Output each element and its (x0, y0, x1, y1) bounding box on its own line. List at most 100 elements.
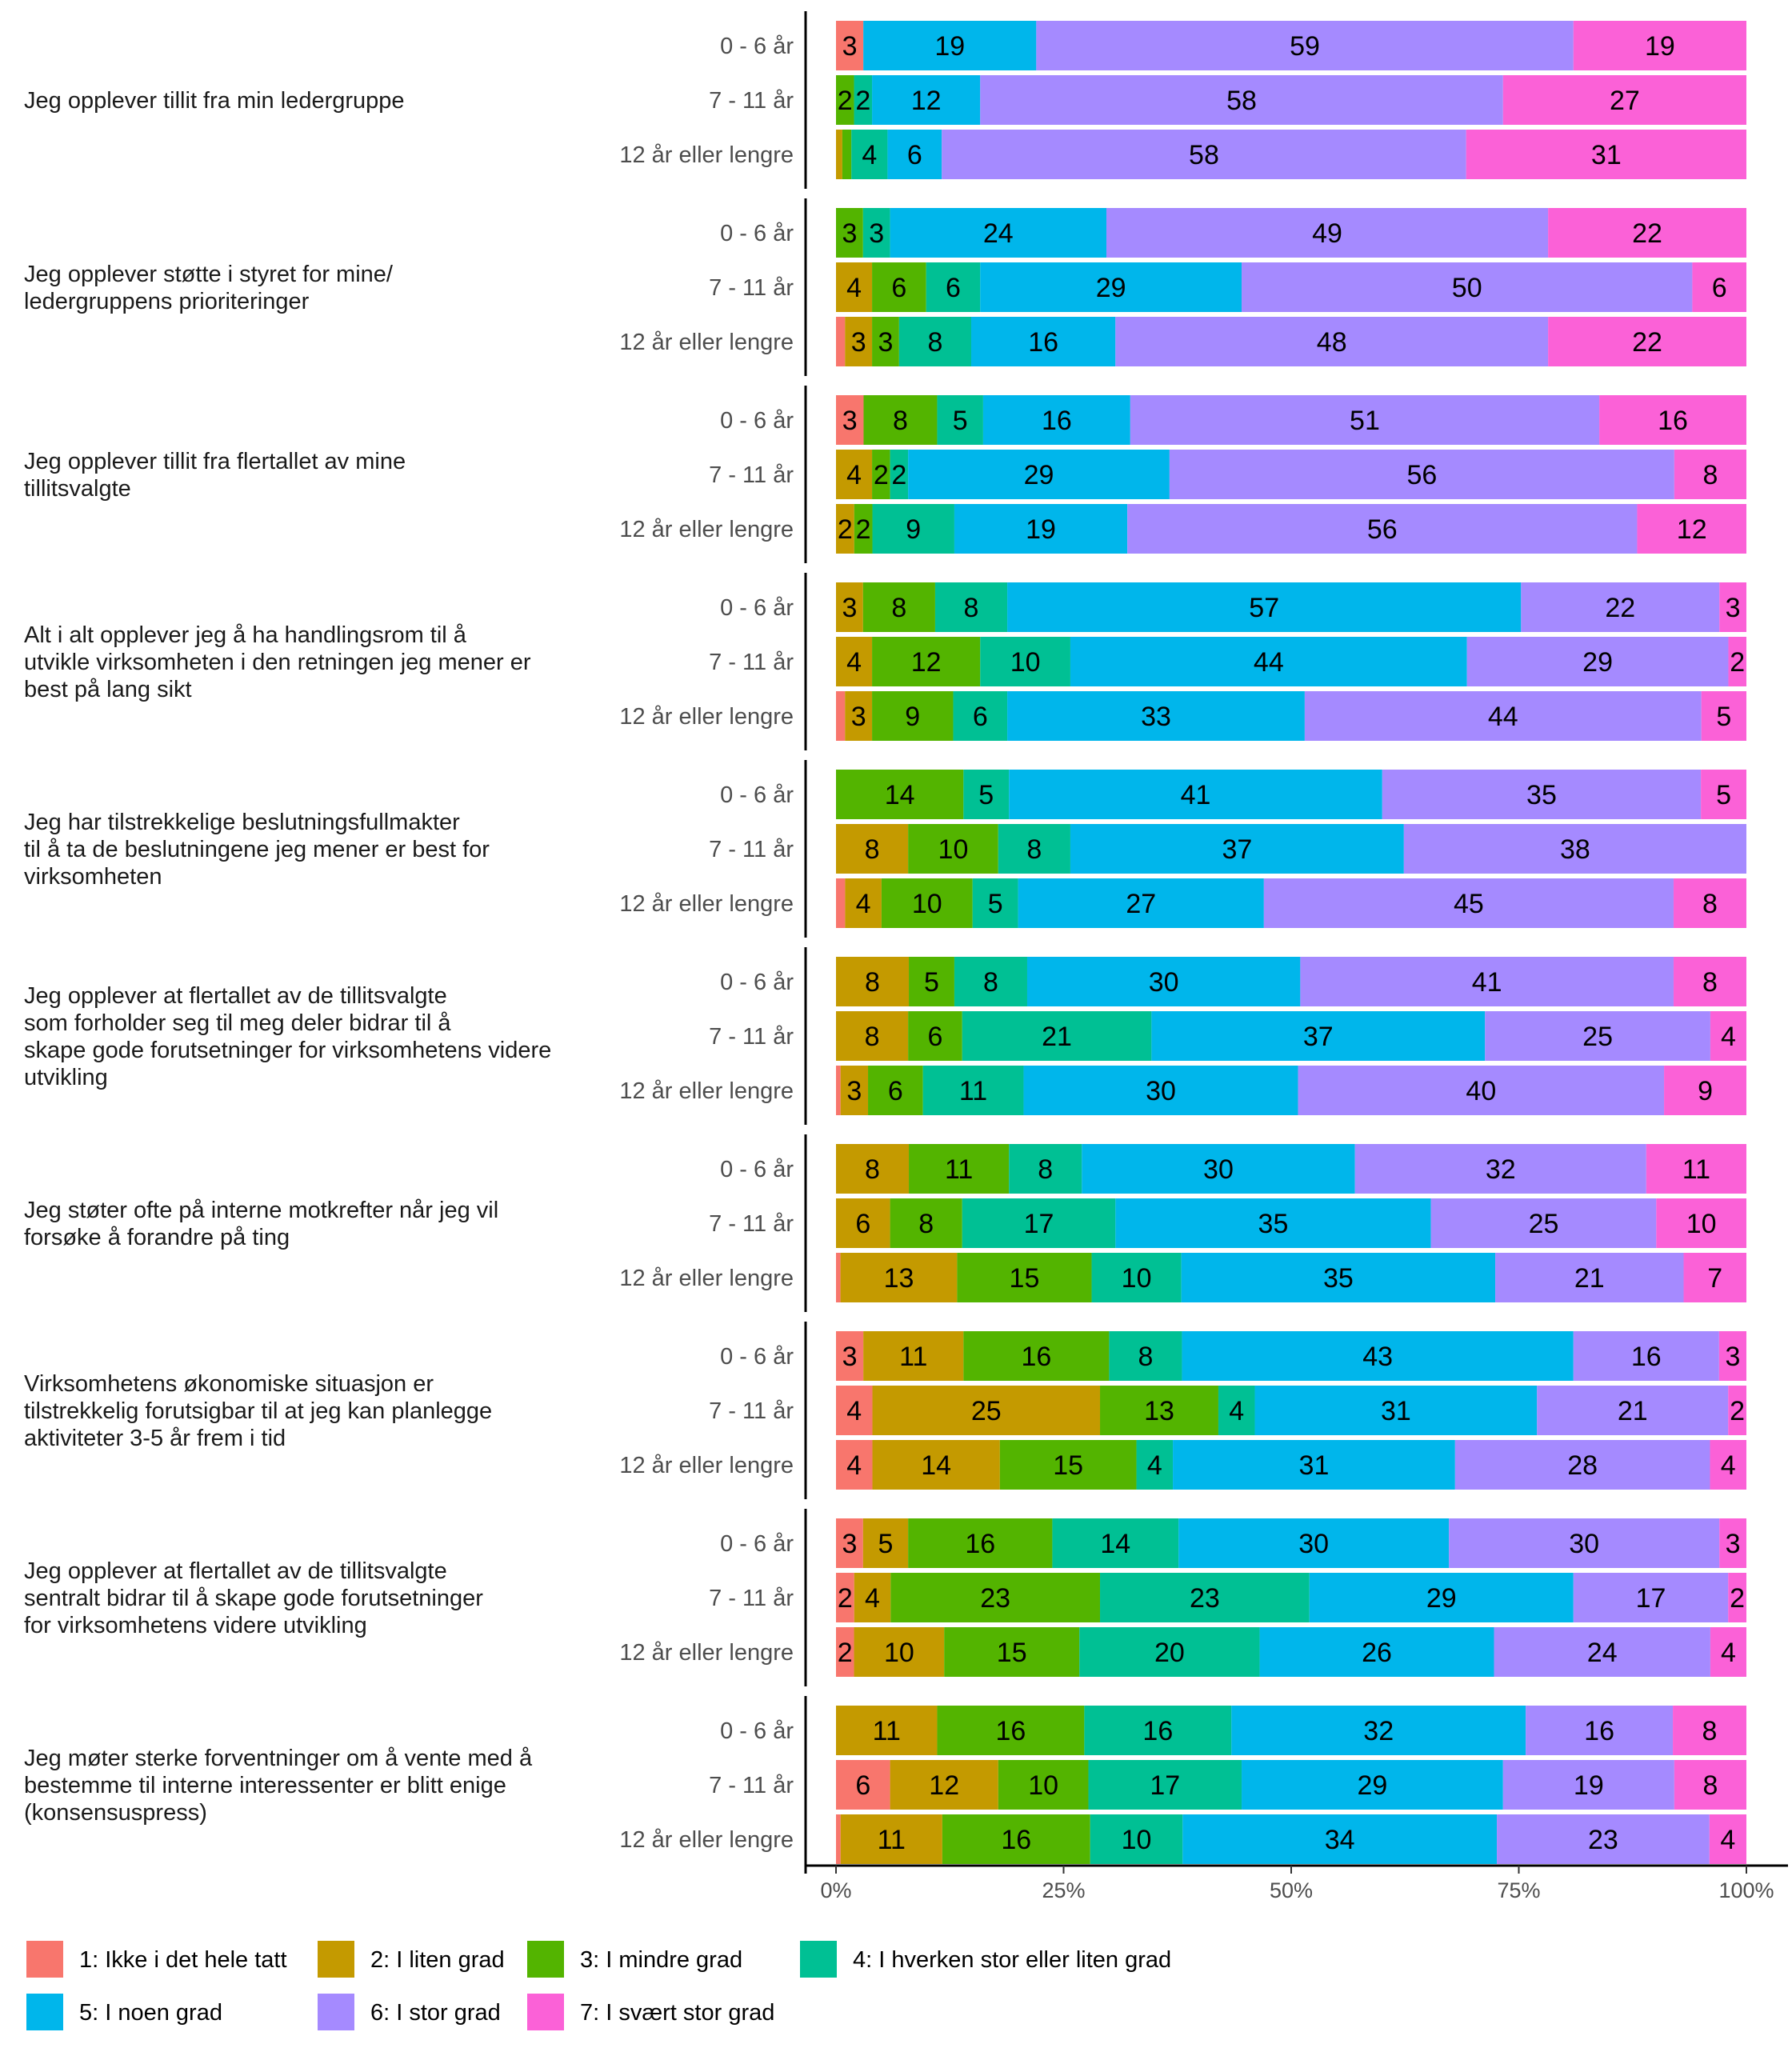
bar-segment-label: 5 (878, 1529, 894, 1559)
bar-segment (1106, 208, 1549, 258)
bar-segment (1710, 1627, 1746, 1677)
bar-segment (1718, 1331, 1746, 1381)
bar-segment (1526, 1706, 1674, 1755)
bar-segment (1300, 957, 1674, 1006)
bar-segment-label: 4 (1721, 1638, 1736, 1668)
group-tick-label: 12 år eller lengre (619, 1266, 794, 1291)
bar-segment-label: 4 (846, 1450, 862, 1481)
bar-segment-label: 3 (842, 593, 857, 623)
group-tick-label: 12 år eller lengre (619, 1078, 794, 1104)
legend-swatch (26, 1941, 63, 1978)
bar-segment-label: 3 (842, 218, 857, 249)
group-tick-label: 0 - 6 år (720, 408, 794, 434)
bar-segment-label: 7 (1707, 1263, 1722, 1294)
bar-segment-label: 9 (1698, 1076, 1713, 1106)
bar-segment-label: 32 (1486, 1154, 1516, 1185)
bar-segment-label: 28 (1567, 1450, 1598, 1481)
bar-segment (1494, 1627, 1710, 1677)
bar-segment (836, 75, 854, 125)
bar-segment (1088, 1760, 1242, 1810)
question-label: for virksomhetens videre utvikling (24, 1613, 367, 1638)
bar-segment (1309, 1573, 1574, 1622)
bar-segment-label: 4 (865, 1583, 880, 1614)
bar-segment-label: 25 (971, 1396, 1002, 1426)
bar-segment-label: 20 (1154, 1638, 1185, 1668)
group-tick-label: 12 år eller lengre (619, 1827, 794, 1853)
bar-segment (1354, 1144, 1646, 1194)
bar-segment-label: 3 (842, 406, 858, 436)
bar-segment (1091, 1253, 1182, 1302)
bar-segment (1728, 637, 1746, 686)
bar-segment (934, 582, 1008, 632)
bar-segment-label: 10 (1686, 1209, 1717, 1239)
bar-segment (1548, 208, 1746, 258)
bar-segment-label: 29 (1582, 647, 1613, 678)
group-tick-label: 12 år eller lengre (619, 704, 794, 730)
bar-segment (840, 1066, 869, 1115)
bar-segment-label: 2 (838, 86, 853, 116)
bar-segment (908, 450, 1170, 499)
group-tick-label: 12 år eller lengre (619, 517, 794, 542)
bar-segment (962, 1198, 1116, 1248)
bar-segment-label: 10 (1122, 1825, 1152, 1855)
bar-segment-label: 58 (1226, 86, 1257, 116)
bar-segment (836, 21, 864, 70)
bar-segment (836, 1198, 890, 1248)
bar-segment-label: 16 (995, 1716, 1026, 1746)
bar-segment-label: 37 (1303, 1022, 1334, 1052)
bar-segment (1090, 1814, 1183, 1864)
bar-segment (836, 1518, 863, 1568)
bar-segment-label: 35 (1258, 1209, 1289, 1239)
bar-segment (836, 1011, 909, 1061)
bar-segment-label: 44 (1488, 702, 1518, 732)
bar-segment (1231, 1706, 1526, 1755)
bar-segment (962, 1011, 1152, 1061)
bar-segment-label: 3 (1726, 1529, 1741, 1559)
bar-segment (836, 770, 964, 819)
bar-segment-label: 3 (878, 327, 894, 358)
bar-segment (836, 504, 854, 554)
group-tick-label: 0 - 6 år (720, 1718, 794, 1744)
bar-segment-label: 8 (865, 834, 880, 865)
bar-segment-label: 9 (906, 514, 921, 545)
group-tick-label: 0 - 6 år (720, 1157, 794, 1182)
bar-segment (1023, 1066, 1298, 1115)
bar-segment (842, 130, 852, 179)
bar-segment (942, 1814, 1090, 1864)
bar-segment (863, 395, 938, 445)
bar-segment-label: 13 (884, 1263, 914, 1294)
bar-segment-label: 30 (1298, 1529, 1329, 1559)
bar-segment-label: 58 (1189, 140, 1219, 170)
bar-segment-label: 29 (1024, 460, 1054, 490)
question-label: Jeg opplever støtte i styret for mine/ (24, 262, 394, 287)
bar-segment (1573, 1331, 1719, 1381)
bar-segment (1100, 1386, 1218, 1435)
bar-segment-label: 2 (856, 514, 871, 545)
bar-segment (1182, 1331, 1574, 1381)
bar-segment-label: 2 (1730, 1396, 1745, 1426)
bar-segment-label: 8 (1702, 967, 1718, 998)
legend-label: 7: I svært stor grad (580, 2000, 774, 2026)
bar-segment (937, 1706, 1085, 1755)
bar-segment (937, 395, 983, 445)
group-tick-label: 7 - 11 år (709, 275, 794, 301)
question-label: skape gode forutsetninger for virksomhet… (24, 1038, 551, 1063)
bar-segment-label: 15 (1053, 1450, 1083, 1481)
bar-segment (872, 317, 899, 366)
bar-segment (890, 450, 909, 499)
bar-segment (1173, 1440, 1455, 1490)
bar-segment-label: 10 (1028, 1770, 1058, 1801)
bar-segment-label: 16 (1658, 406, 1688, 436)
group-tick-label: 7 - 11 år (709, 88, 794, 114)
question-label: ledergruppens prioriteringer (24, 289, 310, 314)
bar-segment (1007, 582, 1522, 632)
bar-segment (1070, 824, 1404, 874)
bar-segment (854, 504, 873, 554)
bar-segment (944, 1627, 1080, 1677)
legend-swatch (318, 1994, 354, 2030)
question-label: Jeg har tilstrekkelige beslutningsfullma… (24, 810, 460, 835)
bar-segment (942, 130, 1466, 179)
bar-segment (1298, 1066, 1665, 1115)
bar-segment-label: 4 (856, 889, 871, 919)
bar-segment-label: 21 (1574, 1263, 1605, 1294)
